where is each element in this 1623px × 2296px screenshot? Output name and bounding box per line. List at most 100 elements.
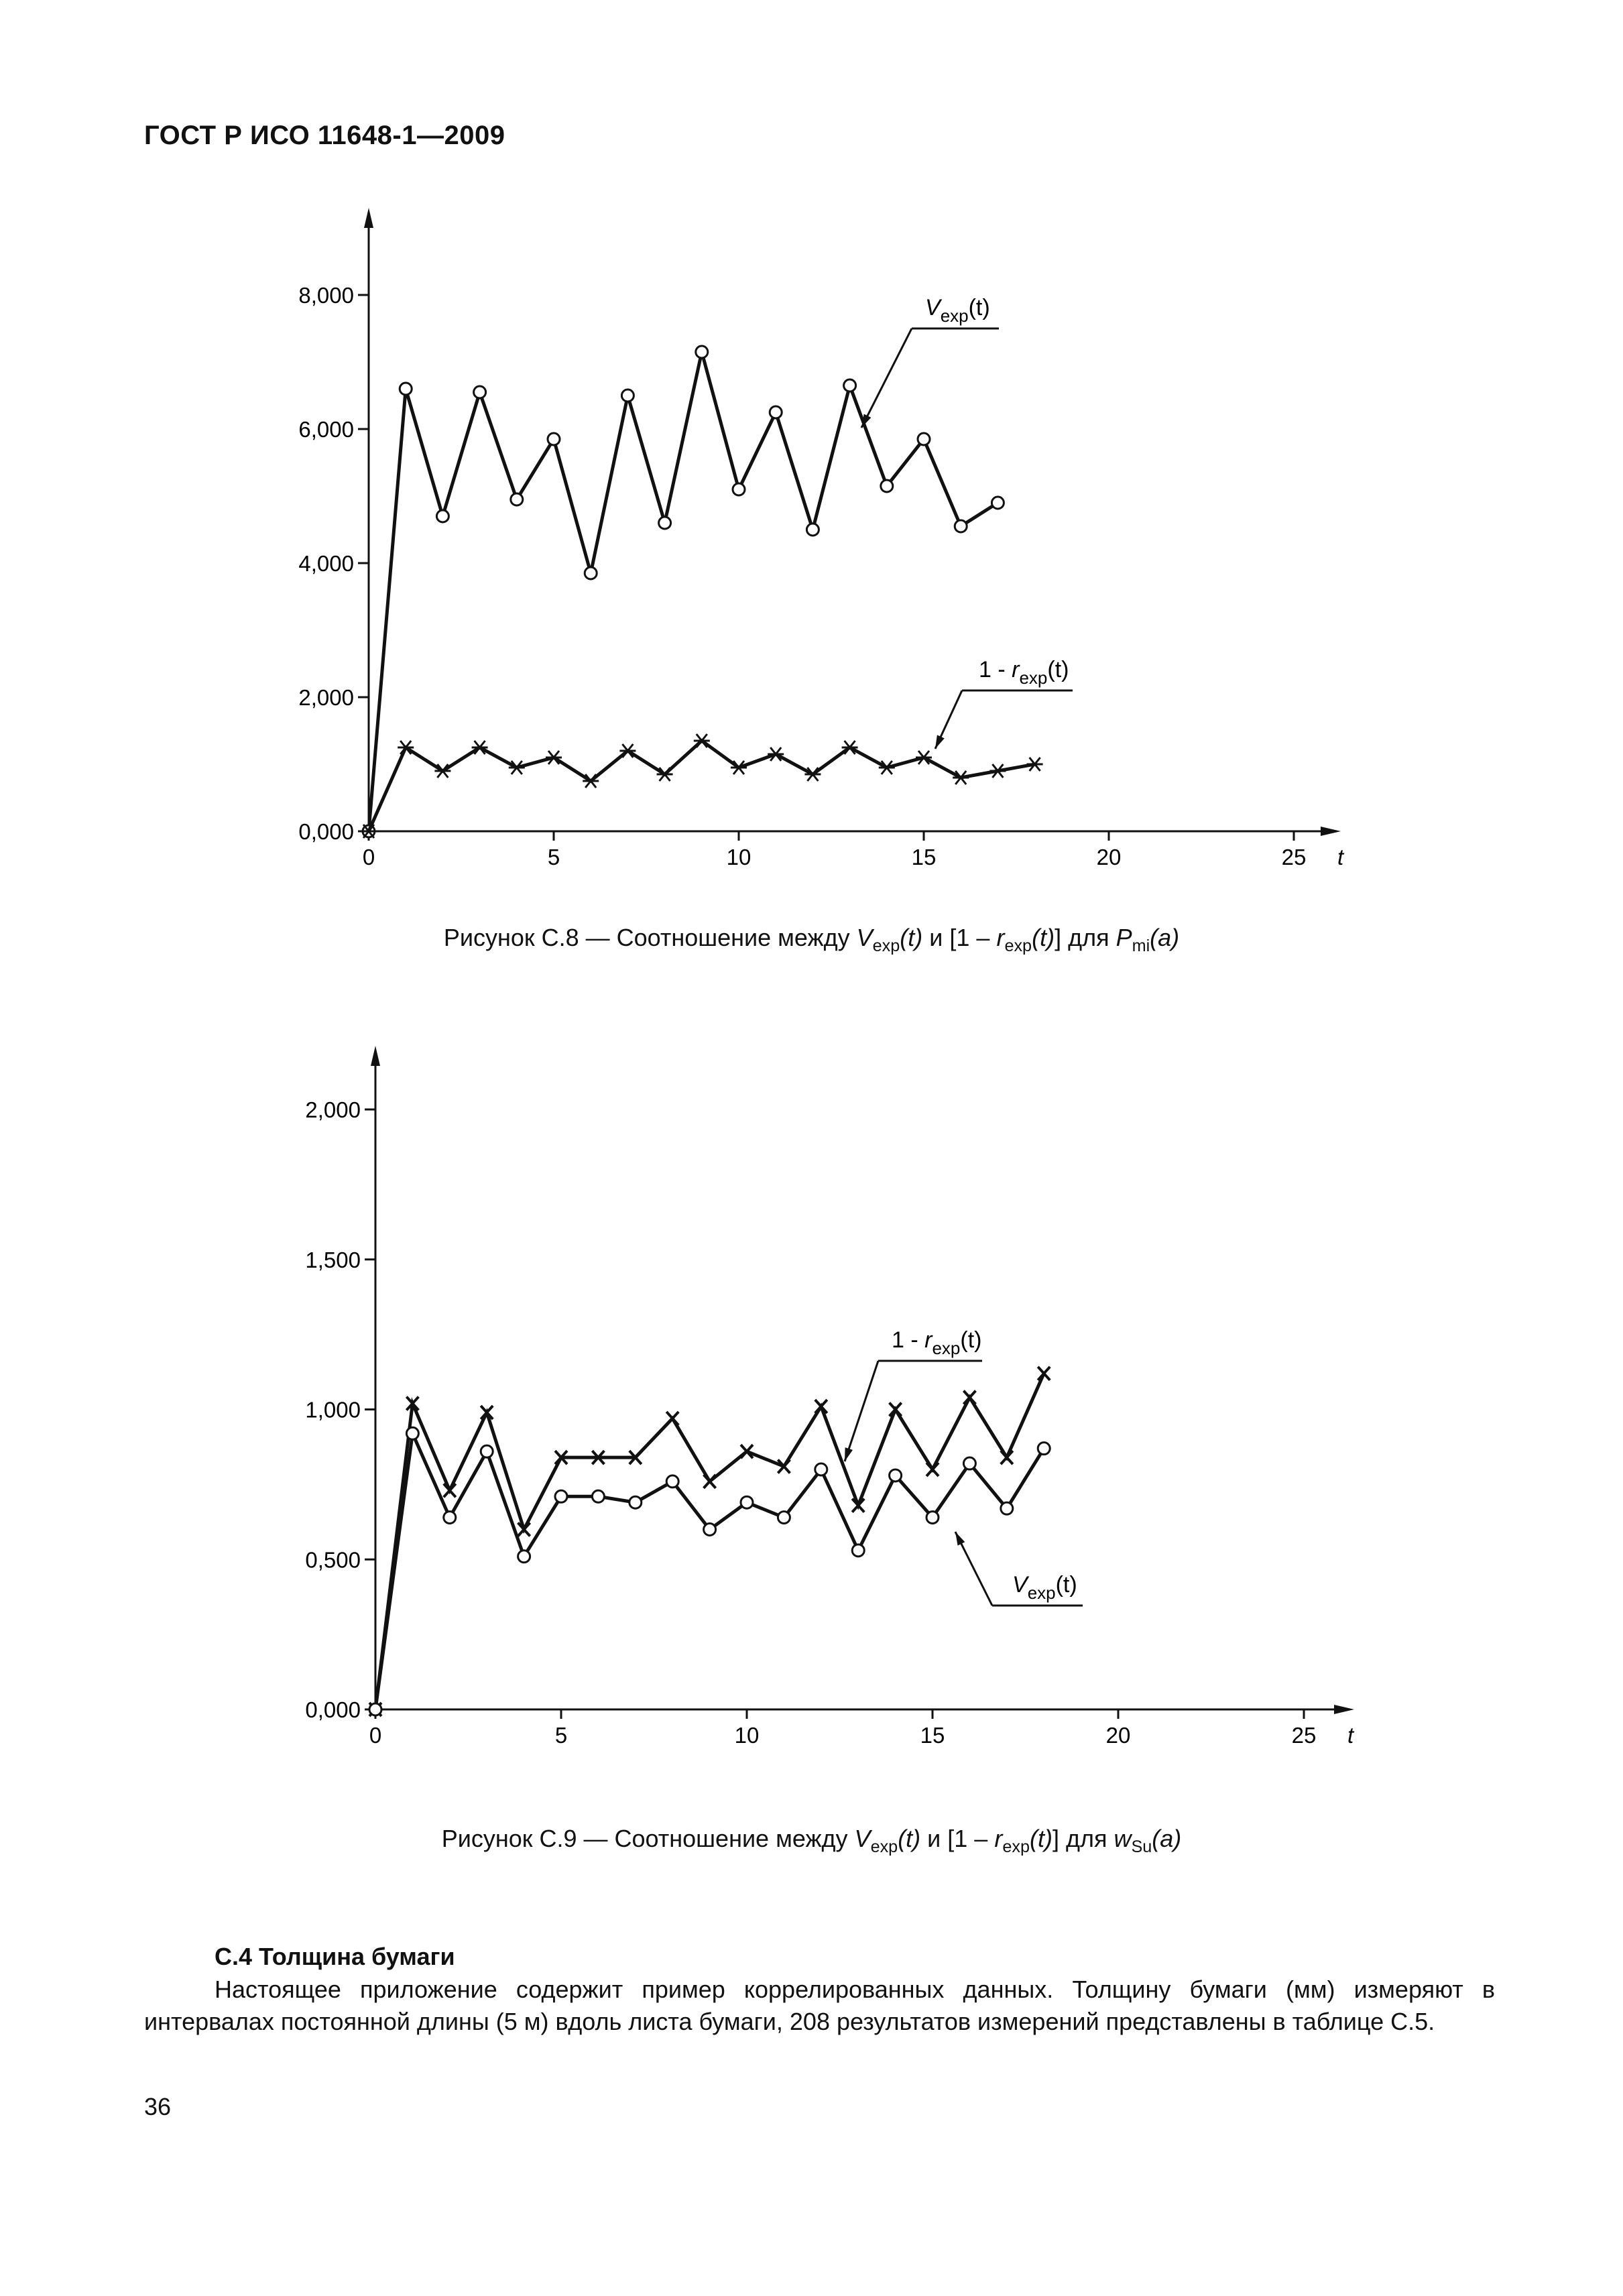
x-tick-label: 10 [735, 1723, 760, 1748]
data-point [768, 405, 783, 420]
caption-v-sub: exp [872, 936, 900, 956]
data-point [804, 767, 821, 782]
caption-v: V [856, 924, 873, 951]
data-point [479, 1444, 494, 1459]
figure-c8-caption: Рисунок С.8 — Соотношение между Vexp(t) … [0, 924, 1623, 956]
data-point [658, 516, 672, 530]
data-point [776, 1459, 791, 1474]
series-label-sub: exp [1019, 668, 1047, 688]
data-point [517, 1549, 532, 1564]
caption-p: P [1116, 924, 1132, 951]
series [368, 1426, 1051, 1717]
data-point [368, 1702, 383, 1717]
x-tick-label: 0 [363, 845, 375, 869]
x-tick-label: 25 [1292, 1723, 1317, 1748]
series [368, 1366, 1051, 1717]
series-label-arg: (t) [960, 1327, 981, 1353]
y-tick-label: 8,000 [298, 283, 354, 308]
x-axis-arrow [1321, 827, 1341, 836]
y-axis-arrow [371, 1046, 380, 1066]
data-point [628, 1495, 643, 1510]
caption-r-arg: (t) [1032, 924, 1055, 951]
label-leader [954, 1531, 994, 1606]
series-label: 1 - rexp(t) [892, 1327, 981, 1358]
page-number: 36 [144, 2093, 172, 2120]
y-tick-label: 2,000 [298, 685, 354, 710]
data-point [583, 774, 599, 788]
data-point [739, 1443, 754, 1459]
y-tick-label: 6,000 [298, 417, 354, 442]
section-title: С.4 Толщина бумаги [215, 1943, 455, 1970]
data-point [990, 495, 1005, 510]
x-axis-label: t [1337, 845, 1345, 869]
y-tick-label: 1,000 [305, 1398, 361, 1423]
paragraph-text: Настоящее приложение содержит пример кор… [144, 1976, 1495, 2035]
data-point [554, 1489, 568, 1504]
data-point [471, 740, 488, 755]
data-point [361, 824, 377, 839]
series-label-main: V [1012, 1572, 1030, 1597]
caption-p-sub: Su [1131, 1837, 1152, 1857]
data-point [953, 770, 969, 785]
data-point [703, 1473, 717, 1490]
data-point [916, 750, 932, 765]
series-label-prefix: 1 - [979, 657, 1012, 682]
data-point [925, 1461, 940, 1477]
data-point [1036, 1366, 1051, 1382]
data-point [398, 740, 414, 755]
data-point [962, 1456, 977, 1471]
data-point [665, 1410, 680, 1427]
data-point [554, 1449, 568, 1465]
label-leader-arrow [861, 414, 871, 428]
data-point [434, 764, 451, 778]
series-label-sub: exp [1028, 1583, 1056, 1603]
caption-r-sub: exp [1002, 1837, 1030, 1857]
data-point [1000, 1449, 1014, 1465]
series [361, 345, 1005, 839]
series-line [373, 1372, 1046, 1710]
chart-figure-c9: 0,000 0,500 1,000 1,500 2,000 0 5 10 15 20 25 t 1 - … [305, 1046, 1355, 1748]
series-label-sub: exp [941, 306, 969, 326]
y-tick-label: 0,000 [305, 1697, 361, 1722]
chart-figure-c8: 0,000 2,000 4,000 6,000 8,000 0 5 10 15 20 25 t Vexp… [298, 208, 1345, 869]
label-leader-arrow [935, 735, 945, 749]
data-point [768, 747, 784, 762]
data-point [925, 1510, 940, 1525]
caption-mid: и [1 – [920, 1825, 995, 1852]
label-leader-arrow [845, 1447, 853, 1461]
label-leader-arrow [955, 1532, 965, 1546]
data-point [656, 767, 673, 782]
data-point [620, 388, 635, 403]
data-point [841, 740, 858, 755]
data-point [731, 760, 747, 775]
data-point [695, 345, 709, 359]
x-tick-label: 10 [727, 845, 752, 869]
series-label-arg: (t) [1047, 657, 1069, 682]
series-label-prefix: 1 - [892, 1327, 924, 1353]
data-point [546, 432, 561, 446]
x-tick-label: 20 [1106, 1723, 1131, 1748]
data-point [878, 760, 895, 775]
data-point [888, 1402, 903, 1417]
data-point [628, 1449, 643, 1465]
data-point [591, 1489, 605, 1504]
data-point [989, 764, 1006, 778]
caption-p-arg: (a) [1152, 1825, 1182, 1852]
caption-r-arg: (t) [1029, 1825, 1053, 1852]
series-label-sub: exp [932, 1338, 960, 1358]
caption-prefix: Рисунок С.9 — Соотношение между [441, 1825, 855, 1852]
series [361, 733, 1043, 839]
figure-c9-caption: Рисунок С.9 — Соотношение между Vexp(t) … [0, 1825, 1623, 1857]
y-tick-label: 0,500 [305, 1547, 361, 1572]
caption-prefix: Рисунок С.8 — Соотношение между [443, 924, 857, 951]
y-tick-label: 2,000 [305, 1097, 361, 1122]
data-point [693, 733, 710, 748]
caption-p: w [1114, 1825, 1132, 1852]
data-point [405, 1396, 420, 1411]
x-tick-label: 25 [1282, 845, 1307, 869]
caption-p-arg: (a) [1150, 924, 1180, 951]
data-point [1036, 1441, 1051, 1456]
x-tick-label: 15 [920, 1723, 945, 1748]
y-axis-arrow [364, 208, 373, 228]
data-point [953, 519, 968, 534]
